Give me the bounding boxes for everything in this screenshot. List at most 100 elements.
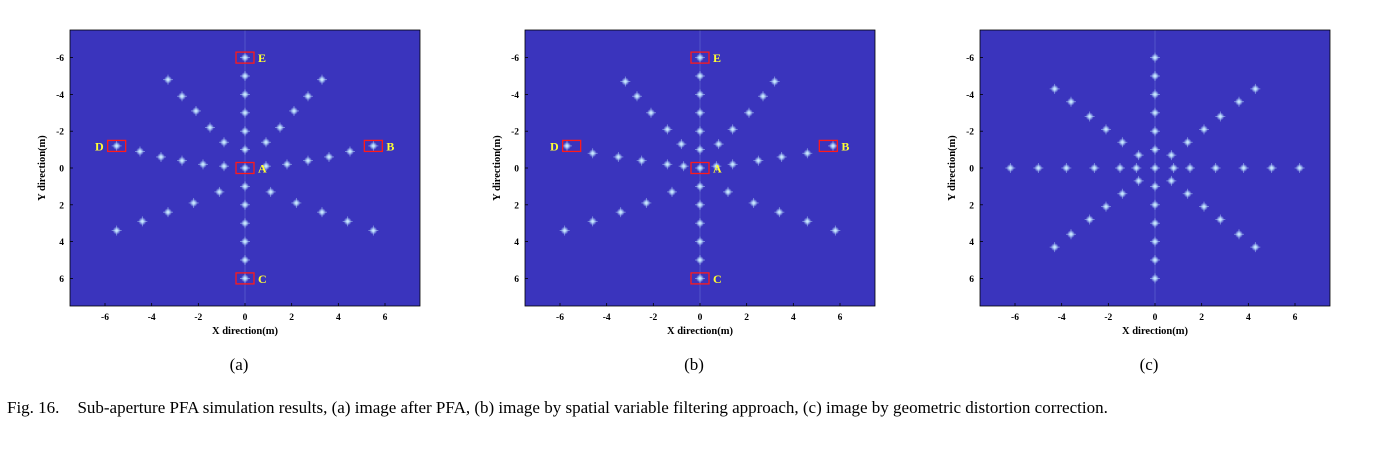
target-point (615, 207, 626, 218)
target-point (1182, 188, 1193, 199)
marker-label-c: C (713, 272, 722, 286)
y-tick-label: 6 (969, 275, 974, 285)
marker-box-d (107, 139, 127, 153)
target-point (695, 144, 705, 155)
target-point (676, 139, 687, 150)
target-point (177, 91, 187, 102)
target-point (1049, 83, 1060, 94)
x-tick-label: -2 (1104, 313, 1112, 323)
target-point (219, 137, 229, 148)
y-tick-label: -6 (966, 54, 974, 64)
target-point (613, 151, 624, 162)
target-point (1166, 150, 1177, 161)
y-tick-label: -4 (966, 91, 974, 101)
target-point (111, 225, 122, 236)
target-point (135, 146, 145, 157)
marker-box-a (690, 161, 710, 175)
target-point (177, 155, 187, 166)
target-point (1101, 124, 1111, 135)
target-point (1294, 163, 1305, 173)
x-tick-label: 6 (838, 313, 843, 323)
target-point (219, 161, 229, 172)
target-point (1150, 255, 1160, 265)
target-point (1250, 83, 1261, 94)
marker-box-d (562, 139, 582, 153)
target-point (1215, 111, 1226, 122)
marker-box-c (690, 272, 710, 285)
x-axis-label: X direction(m) (1122, 326, 1189, 337)
marker-box-e (235, 51, 255, 64)
target-point (1238, 163, 1249, 173)
target-point (1084, 111, 1095, 122)
target-point (240, 181, 250, 192)
y-tick-label: -4 (56, 91, 64, 101)
target-point (748, 197, 759, 208)
y-tick-label: 4 (969, 238, 974, 248)
marker-box-c (235, 272, 255, 285)
y-axis-label: Y direction(m) (37, 135, 48, 201)
target-point (695, 126, 705, 137)
target-point (753, 155, 764, 166)
target-point (587, 216, 598, 227)
target-point (163, 207, 173, 218)
y-tick-label: -6 (511, 54, 519, 64)
y-tick-label: 4 (59, 238, 64, 248)
target-point (240, 236, 250, 247)
marker-label-a: A (713, 162, 722, 176)
target-point (1150, 89, 1160, 100)
y-tick-label: -2 (56, 128, 64, 138)
target-point (774, 207, 785, 218)
figure-caption: Fig. 16. Sub-aperture PFA simulation resu… (7, 398, 1379, 418)
target-point (1266, 163, 1277, 173)
target-point (265, 186, 276, 197)
marker-label-d: D (95, 139, 104, 153)
target-point (240, 126, 250, 137)
y-tick-label: -6 (56, 54, 64, 64)
target-point (776, 151, 787, 162)
x-axis-label: X direction(m) (667, 326, 734, 337)
target-point (562, 140, 572, 151)
target-point (163, 74, 173, 85)
x-tick-label: 2 (289, 313, 294, 323)
target-point (324, 151, 334, 162)
marker-box-e (690, 51, 710, 64)
marker-label-a: A (258, 162, 267, 176)
target-point (1133, 175, 1144, 186)
target-point (1150, 236, 1160, 247)
y-tick-label: -4 (511, 91, 519, 101)
target-point (1210, 163, 1221, 173)
target-point (802, 216, 813, 227)
target-point (1150, 71, 1160, 81)
target-point (646, 107, 656, 118)
y-tick-label: 0 (969, 165, 974, 175)
marker-box-b (818, 139, 838, 153)
target-point (261, 137, 271, 148)
target-point (1199, 124, 1209, 135)
target-point (1234, 229, 1244, 240)
y-tick-label: 2 (969, 201, 974, 211)
target-point (261, 161, 271, 172)
sublabel-a: (a) (229, 355, 249, 374)
target-point (711, 161, 722, 172)
target-point (723, 186, 733, 197)
target-point (240, 218, 250, 229)
caption-text: Sub-aperture PFA simulation results, (a)… (77, 398, 1108, 417)
target-point (214, 186, 225, 197)
target-point (240, 144, 250, 155)
x-tick-label: 4 (336, 313, 341, 323)
target-point (1199, 201, 1209, 212)
target-point (727, 159, 738, 170)
target-point (291, 197, 302, 208)
target-point (802, 148, 813, 159)
target-point (342, 216, 353, 227)
target-point (620, 76, 631, 87)
target-point (1084, 214, 1095, 225)
x-tick-label: 4 (1246, 313, 1251, 323)
target-point (695, 236, 705, 247)
target-point (678, 161, 689, 172)
target-point (191, 105, 201, 116)
target-point (111, 140, 122, 151)
target-point (303, 91, 313, 102)
target-point (303, 155, 313, 166)
target-point (1049, 242, 1060, 253)
